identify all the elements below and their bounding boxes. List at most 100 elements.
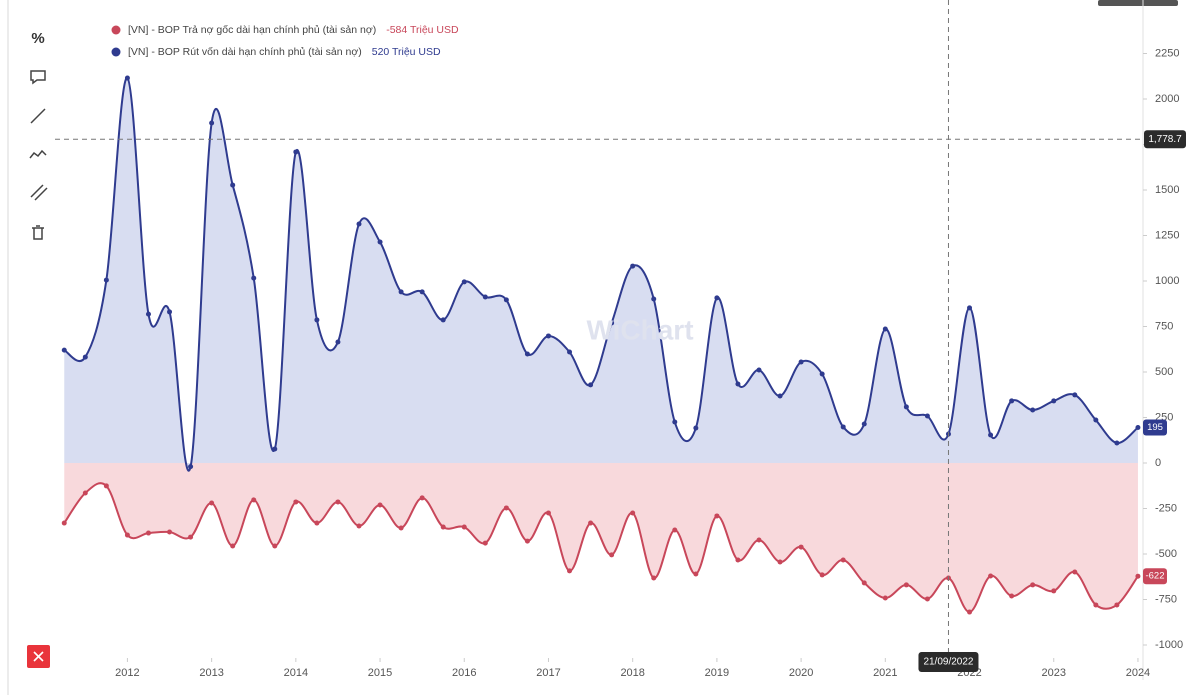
data-point (798, 544, 804, 550)
data-point (461, 524, 467, 530)
data-point (1072, 392, 1078, 398)
data-point (840, 424, 846, 430)
x-tick-label: 2023 (1041, 667, 1065, 679)
data-point (567, 568, 573, 574)
percent-tool[interactable]: % (31, 30, 44, 47)
y-tick-label: 1250 (1155, 229, 1179, 241)
data-point (861, 580, 867, 586)
data-point (777, 559, 783, 565)
data-point (609, 552, 615, 558)
y-tick-label: 1500 (1155, 184, 1179, 196)
watermark: WiChart (586, 314, 693, 345)
x-tick-label: 2014 (284, 667, 308, 679)
data-point (545, 510, 551, 516)
data-point (103, 483, 109, 489)
data-point (588, 382, 594, 388)
y-tick-label: 0 (1155, 457, 1161, 469)
data-point (251, 497, 257, 503)
data-point (461, 279, 467, 285)
legend-value: -584 Triệu USD (386, 24, 459, 36)
data-point (672, 527, 678, 533)
x-tick-label: 2018 (620, 667, 644, 679)
x-tick-label: 2017 (536, 667, 560, 679)
data-point (567, 349, 573, 355)
y-tick-label: -750 (1155, 593, 1177, 605)
x-tick-label: 2013 (199, 667, 223, 679)
data-point (167, 309, 173, 315)
y-tick-label: 750 (1155, 320, 1173, 332)
data-point (714, 295, 720, 301)
x-tick-label: 2019 (705, 667, 729, 679)
x-tick-label: 2015 (368, 667, 392, 679)
data-point (693, 425, 699, 431)
data-point (335, 499, 341, 505)
y-tick-label: 2250 (1155, 47, 1179, 59)
crosshair-x-label: 21/09/2022 (923, 657, 973, 668)
data-point (145, 530, 151, 536)
data-point (924, 413, 930, 419)
legend-swatch (111, 25, 121, 35)
data-point (356, 523, 362, 529)
data-point (777, 393, 783, 399)
data-point (377, 502, 383, 508)
top-tab (1098, 0, 1178, 6)
data-point (1051, 398, 1057, 404)
data-point (398, 289, 404, 295)
data-point (188, 534, 194, 540)
x-tick-label: 2020 (789, 667, 813, 679)
crosshair-y-label: 1,778.7 (1148, 134, 1182, 145)
data-point (861, 421, 867, 427)
legend-value: 520 Triệu USD (372, 46, 441, 58)
data-point (230, 182, 236, 188)
y-tick-label: -1000 (1155, 639, 1183, 651)
line-tool[interactable] (30, 108, 46, 124)
data-point (735, 557, 741, 563)
data-point (903, 582, 909, 588)
toolbar: % (27, 30, 50, 668)
data-point (356, 221, 362, 227)
data-point (209, 500, 215, 506)
data-point (735, 381, 741, 387)
data-point (1114, 440, 1120, 446)
x-tick-label: 2012 (115, 667, 139, 679)
last-value-box (1143, 419, 1167, 436)
data-point (988, 432, 994, 438)
legend-label: [VN] - BOP Trả nợ gốc dài hạn chính phủ … (128, 24, 376, 36)
data-point (1009, 398, 1015, 404)
parallel-tool[interactable] (30, 184, 48, 201)
data-point (335, 339, 341, 345)
data-point (1009, 593, 1015, 599)
data-point (188, 464, 194, 470)
data-point (903, 404, 909, 410)
y-tick-label: -500 (1155, 548, 1177, 560)
data-point (798, 359, 804, 365)
data-point (124, 532, 130, 538)
data-point (967, 609, 973, 615)
data-point (419, 289, 425, 295)
y-tick-label: 500 (1155, 366, 1173, 378)
data-point (124, 75, 130, 81)
data-point (145, 311, 151, 317)
data-point (651, 296, 657, 302)
data-point (545, 333, 551, 339)
legend-label: [VN] - BOP Rút vốn dài hạn chính phủ (tà… (128, 46, 362, 58)
delete-tool[interactable] (32, 225, 44, 240)
y-tick-label: -250 (1155, 502, 1177, 514)
y-tick-label: 2000 (1155, 93, 1179, 105)
data-point (609, 320, 615, 326)
comment-tool[interactable] (30, 70, 46, 85)
data-point (440, 317, 446, 323)
trend-tool[interactable] (29, 149, 47, 159)
data-point (1135, 573, 1141, 579)
data-point (61, 347, 67, 353)
data-point (651, 575, 657, 581)
data-point (482, 540, 488, 546)
data-point (503, 297, 509, 303)
data-point (840, 557, 846, 563)
data-point (819, 572, 825, 578)
data-point (882, 595, 888, 601)
data-point (882, 326, 888, 332)
data-point (419, 495, 425, 501)
data-point (1030, 582, 1036, 588)
